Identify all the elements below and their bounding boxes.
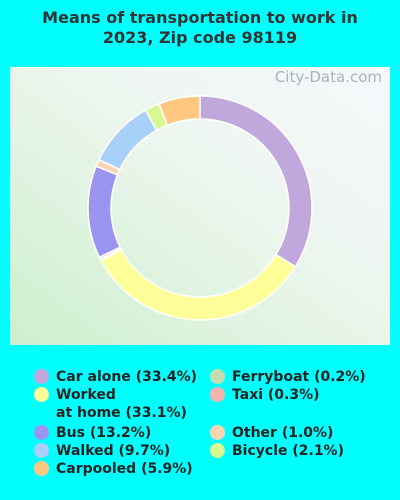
legend-marker [210,425,225,440]
legend-marker [34,387,49,402]
watermark: City-Data.com [275,68,382,86]
legend-label: Other (1.0%) [232,425,334,441]
legend-marker [34,369,49,384]
legend-label: Walked (9.7%) [56,443,171,459]
donut-slice [158,95,201,127]
legend-label: Worked at home (33.1%) [56,387,187,421]
legend-label: Bus (13.2%) [56,425,152,441]
legend-marker [34,425,49,440]
legend-label: Taxi (0.3%) [232,387,320,403]
legend-label: Bicycle (2.1%) [232,443,344,459]
chart-title: Means of transportation to work in 2023,… [42,8,358,47]
legend-label: Car alone (33.4%) [56,369,198,385]
legend-marker [210,387,225,402]
legend-marker [210,369,225,384]
legend-label: Carpooled (5.9%) [56,461,193,477]
legend-label: Ferryboat (0.2%) [232,369,366,385]
legend-marker [34,443,49,458]
legend-marker [210,443,225,458]
legend-marker [34,461,49,476]
